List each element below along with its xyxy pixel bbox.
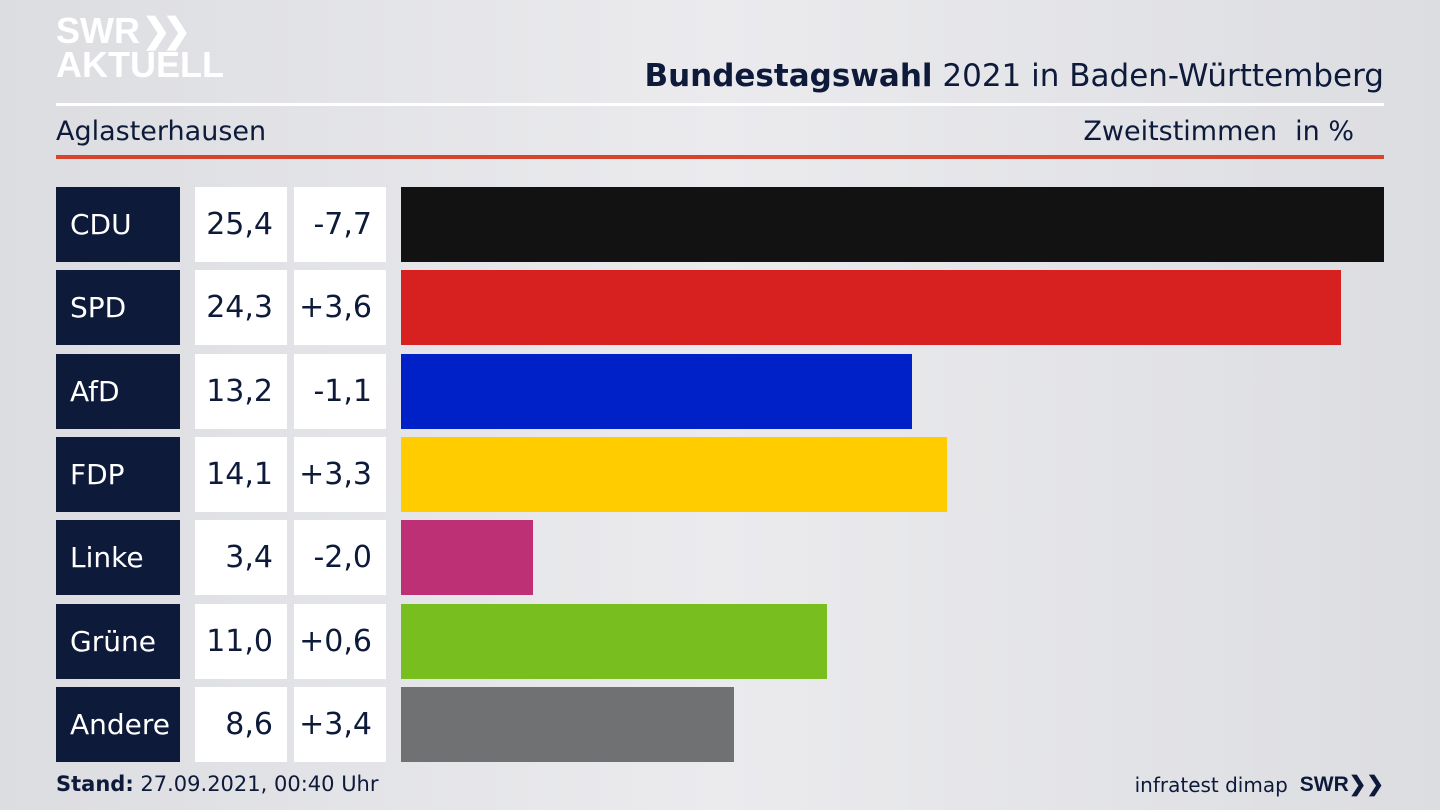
- party-row: SPD 24,3 +3,6: [56, 270, 1384, 345]
- region-name: Aglasterhausen: [56, 116, 267, 147]
- party-label: FDP: [56, 437, 180, 512]
- party-row: Grüne 11,0 +0,6: [56, 604, 1384, 679]
- stand-label: Stand:: [56, 772, 134, 796]
- vote-share-label: 3,4: [195, 520, 287, 595]
- title-rest: 2021 in Baden-Württemberg: [942, 58, 1384, 94]
- measure-label: Zweitstimmen: [1083, 116, 1278, 147]
- swr-aktuell-logo: SWR ❯❯ AKTUELL: [56, 10, 226, 94]
- vote-share-label: 8,6: [195, 687, 287, 762]
- measure-header: Zweitstimmen in %: [1083, 116, 1354, 147]
- party-label: SPD: [56, 270, 180, 345]
- party-row: Linke 3,4 -2,0: [56, 520, 1384, 595]
- footer-brand: SWR: [1299, 773, 1349, 796]
- vote-change-label: -2,0: [294, 520, 386, 595]
- party-label: CDU: [56, 187, 180, 262]
- stand-value: 27.09.2021, 00:40 Uhr: [140, 772, 379, 796]
- double-chevron-icon: ❯❯: [142, 12, 191, 50]
- stand-info: Stand: 27.09.2021, 00:40 Uhr: [56, 772, 379, 796]
- bar-linke: [401, 520, 533, 595]
- bar-andere: [401, 687, 734, 762]
- vote-share-label: 11,0: [195, 604, 287, 679]
- title-bold: Bundestagswahl: [644, 58, 933, 94]
- logo-line2: AKTUELL: [56, 44, 224, 85]
- party-row: AfD 13,2 -1,1: [56, 354, 1384, 429]
- footer-swr-logo: SWR❯❯: [1300, 772, 1384, 797]
- vote-change-label: -1,1: [294, 354, 386, 429]
- bar-fdp: [401, 437, 947, 512]
- page-title: Bundestagswahl 2021 in Baden-Württemberg: [644, 58, 1384, 94]
- vote-change-label: +0,6: [294, 604, 386, 679]
- party-label: Andere: [56, 687, 180, 762]
- vote-change-label: -7,7: [294, 187, 386, 262]
- bar-cdu: [401, 187, 1384, 262]
- vote-share-label: 13,2: [195, 354, 287, 429]
- vote-share-label: 24,3: [195, 270, 287, 345]
- bar-grüne: [401, 604, 827, 679]
- source-info: infratest dimap SWR❯❯: [1135, 772, 1384, 797]
- source-label: infratest dimap: [1134, 772, 1288, 797]
- accent-divider: [56, 155, 1384, 159]
- party-label: Grüne: [56, 604, 180, 679]
- party-label: AfD: [56, 354, 180, 429]
- vote-share-label: 25,4: [195, 187, 287, 262]
- vote-share-label: 14,1: [195, 437, 287, 512]
- party-row: FDP 14,1 +3,3: [56, 437, 1384, 512]
- double-chevron-icon: ❯❯: [1348, 773, 1384, 796]
- vote-change-label: +3,4: [294, 687, 386, 762]
- party-label: Linke: [56, 520, 180, 595]
- header-divider: [56, 103, 1384, 106]
- unit-label: in %: [1295, 116, 1354, 147]
- party-row: Andere 8,6 +3,4: [56, 687, 1384, 762]
- bar-afd: [401, 354, 912, 429]
- bar-spd: [401, 270, 1341, 345]
- logo-line1: SWR: [56, 10, 140, 51]
- vote-change-label: +3,6: [294, 270, 386, 345]
- party-row: CDU 25,4 -7,7: [56, 187, 1384, 262]
- vote-change-label: +3,3: [294, 437, 386, 512]
